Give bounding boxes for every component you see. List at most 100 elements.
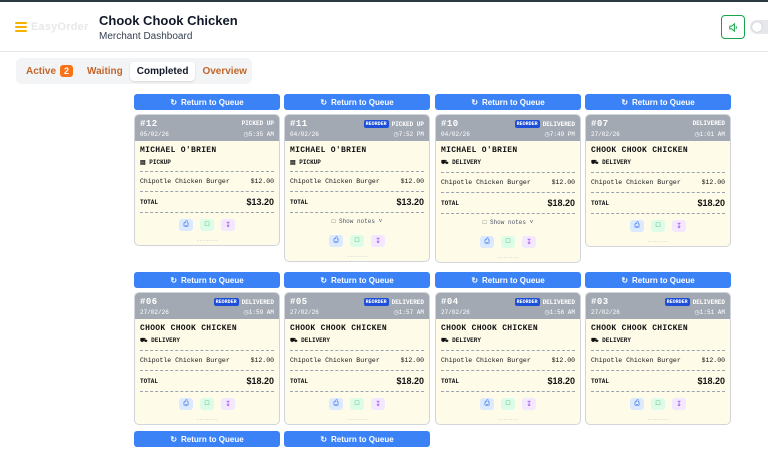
download-button[interactable]: ↧: [221, 398, 235, 410]
tab-completed[interactable]: Completed: [129, 61, 196, 81]
return-to-queue-button[interactable]: ↻ Return to Queue: [585, 272, 731, 288]
return-to-queue-button[interactable]: ↻ Return to Queue: [134, 94, 280, 110]
clock-icon: ◷: [243, 131, 249, 138]
item-name: Chipotle Chicken Burger: [441, 179, 531, 186]
order-time-text: 7:52 PM: [398, 131, 424, 138]
order-total: TOTAL $18.20: [591, 376, 725, 392]
print-button[interactable]: ⎙: [329, 398, 343, 410]
status-text: DELIVERED: [391, 298, 424, 306]
clock-icon: ◷: [694, 131, 700, 138]
message-button[interactable]: □: [350, 398, 364, 410]
method-text: DELIVERY: [452, 337, 481, 344]
return-to-queue-button[interactable]: ↻ Return to Queue: [284, 94, 430, 110]
print-button[interactable]: ⎙: [480, 398, 494, 410]
order-ticket[interactable]: #11 REORDER PICKED UP 04/02/26 ◷7:52 PM MICHA…: [284, 114, 430, 262]
tab-waiting[interactable]: Waiting: [80, 62, 130, 81]
tab-overview[interactable]: Overview: [195, 62, 253, 81]
order-date: 27/02/26: [140, 309, 169, 316]
menu-icon[interactable]: [15, 22, 27, 32]
return-to-queue-button[interactable]: ↻ Return to Queue: [284, 272, 430, 288]
return-label: Return to Queue: [632, 275, 695, 285]
ticket-tear-edge: ·······: [497, 417, 519, 423]
print-button[interactable]: ⎙: [630, 220, 644, 232]
order-ticket[interactable]: #04 REORDER DELIVERED 27/02/26 ◷1:56 AM CHOOK…: [435, 292, 581, 425]
print-button[interactable]: ⎙: [329, 235, 343, 247]
message-button[interactable]: □: [501, 236, 515, 248]
tab-waiting-label: Waiting: [87, 65, 123, 77]
line-item: Chipotle Chicken Burger $12.00: [140, 178, 274, 192]
print-button[interactable]: ⎙: [630, 398, 644, 410]
ticket-header: #05 REORDER DELIVERED 27/02/26 ◷1:57 AM: [285, 293, 429, 319]
return-to-queue-button[interactable]: ↻ Return to Queue: [585, 94, 731, 110]
sound-toggle-button[interactable]: [721, 15, 745, 39]
return-to-queue-button[interactable]: ↻ Return to Queue: [134, 272, 280, 288]
fulfilment-method: ⛟ DELIVERY: [591, 159, 725, 173]
undo-icon: ↻: [471, 97, 479, 107]
order-total: TOTAL $18.20: [441, 376, 575, 392]
order-date: 05/02/26: [140, 131, 169, 138]
truck-icon: ⛟: [441, 159, 449, 166]
order-ticket[interactable]: #03 REORDER DELIVERED 27/02/26 ◷1:51 AM CHOOK…: [585, 292, 731, 425]
chat-icon: □: [204, 400, 210, 408]
tab-active[interactable]: Active 2: [19, 61, 80, 81]
message-button[interactable]: □: [651, 220, 665, 232]
undo-icon: ↻: [320, 97, 328, 107]
message-button[interactable]: □: [651, 398, 665, 410]
undo-icon: ↻: [170, 275, 178, 285]
download-button[interactable]: ↧: [672, 398, 686, 410]
print-button[interactable]: ⎙: [179, 398, 193, 410]
app-logo[interactable]: EasyOrder: [15, 21, 88, 33]
order-time-text: 1:59 AM: [248, 309, 274, 316]
download-button[interactable]: ↧: [371, 235, 385, 247]
method-text: DELIVERY: [151, 337, 180, 344]
print-button[interactable]: ⎙: [480, 236, 494, 248]
chat-icon: □: [354, 237, 360, 245]
return-to-queue-button[interactable]: ↻ Return to Queue: [284, 431, 430, 447]
order-ticket[interactable]: #07 DELIVERED 27/02/26 ◷1:01 AM CHOOK CHOOK …: [585, 114, 731, 247]
message-button[interactable]: □: [350, 235, 364, 247]
order-column: ↻ Return to Queue #10 REORDER DELIVERED 04/02…: [435, 94, 581, 263]
order-ticket[interactable]: #06 REORDER DELIVERED 27/02/26 ◷1:59 AM CHOOK…: [134, 292, 280, 425]
download-icon: ↧: [225, 221, 231, 230]
order-ticket[interactable]: #10 REORDER DELIVERED 04/02/26 ◷7:49 PM MICHA…: [435, 114, 581, 263]
message-button[interactable]: □: [200, 219, 214, 231]
download-button[interactable]: ↧: [672, 220, 686, 232]
item-name: Chipotle Chicken Burger: [290, 178, 380, 185]
total-amount: $18.20: [396, 376, 424, 386]
return-to-queue-button[interactable]: ↻ Return to Queue: [435, 272, 581, 288]
return-to-queue-button[interactable]: ↻ Return to Queue: [134, 431, 280, 447]
print-button[interactable]: ⎙: [179, 219, 193, 231]
order-total: TOTAL $13.20: [290, 197, 424, 213]
order-number: #04: [441, 297, 459, 307]
download-button[interactable]: ↧: [221, 219, 235, 231]
order-time: ◷5:35 AM: [244, 131, 274, 138]
customer-name: MICHAEL O'BRIEN: [140, 146, 217, 155]
return-to-queue-button[interactable]: ↻ Return to Queue: [435, 94, 581, 110]
download-icon: ↧: [375, 237, 381, 246]
undo-icon: ↻: [320, 275, 328, 285]
download-button[interactable]: ↧: [371, 398, 385, 410]
truck-icon: ⛟: [140, 337, 148, 344]
item-name: Chipotle Chicken Burger: [140, 178, 230, 185]
download-icon: ↧: [526, 238, 532, 247]
mode-toggle-switch[interactable]: [750, 20, 768, 34]
clock-icon: ◷: [544, 309, 550, 316]
active-count-badge: 2: [60, 65, 74, 77]
ticket-header: #12 PICKED UP 05/02/26 ◷5:35 AM: [135, 115, 279, 141]
download-button[interactable]: ↧: [522, 398, 536, 410]
chat-icon: □: [354, 400, 360, 408]
order-ticket[interactable]: #12 PICKED UP 05/02/26 ◷5:35 AM MICHAEL O'BR…: [134, 114, 280, 246]
ticket-body: CHOOK CHOOK CHICKEN ⛟ DELIVERY Chipotle Ch…: [285, 319, 429, 418]
order-ticket[interactable]: #05 REORDER DELIVERED 27/02/26 ◷1:57 AM CHOOK…: [284, 292, 430, 425]
message-button[interactable]: □: [501, 398, 515, 410]
order-time: ◷7:52 PM: [394, 131, 424, 138]
download-button[interactable]: ↧: [522, 236, 536, 248]
total-amount: $18.20: [547, 198, 575, 208]
total-amount: $18.20: [547, 376, 575, 386]
ticket-body: MICHAEL O'BRIEN ▤ PICKUP Chipotle Chicken …: [135, 141, 279, 239]
total-label: TOTAL: [290, 377, 309, 385]
show-notes-toggle[interactable]: □ Show notes ˅: [290, 218, 424, 229]
message-button[interactable]: □: [200, 398, 214, 410]
show-notes-toggle[interactable]: □ Show notes ˅: [441, 219, 575, 230]
line-item: Chipotle Chicken Burger $12.00: [441, 179, 575, 193]
